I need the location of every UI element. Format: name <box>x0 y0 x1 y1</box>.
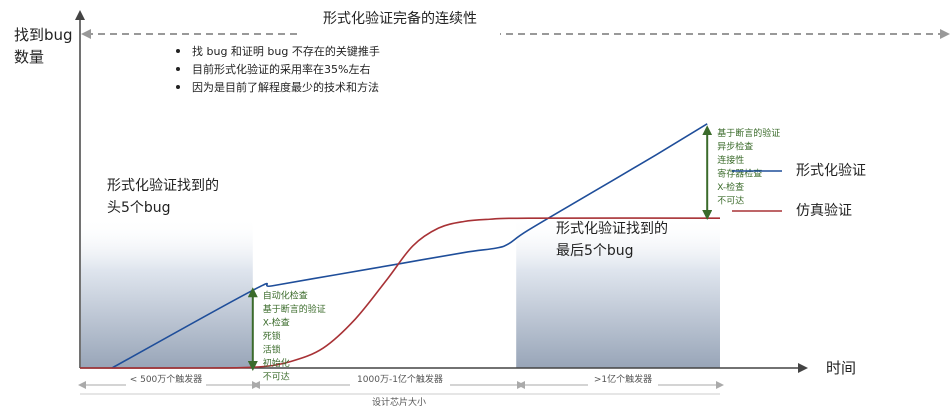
annotation-text: X-检查 <box>263 316 290 328</box>
bullet-list: 找 bug 和证明 bug 不存在的关键推手 目前形式化验证的采用率在35%左右… <box>176 44 380 94</box>
annotation-text: 连接性 <box>717 154 744 166</box>
annotation-layer: 自动化检查基于断言的验证X-检查死锁活锁初始化不可达基于断言的验证异步检查连接性… <box>247 125 780 382</box>
x-segment-label: >1亿个触发器 <box>594 373 652 385</box>
legend-label-formal: 形式化验证 <box>796 163 866 179</box>
highlight-region-0 <box>81 217 253 368</box>
annotation-text: 异步检查 <box>717 141 753 153</box>
legend: 形式化验证 仿真验证 <box>732 163 866 219</box>
annotation-text: 初始化 <box>263 357 290 369</box>
annotation-text: 活锁 <box>263 343 281 355</box>
x-segment-label-backdrop <box>126 374 206 387</box>
annotation-text: 不可达 <box>717 195 744 207</box>
annotation-text: X-检查 <box>717 181 744 193</box>
x-axis-label: 时间 <box>826 359 856 377</box>
annotation-text: 死锁 <box>263 330 281 342</box>
bullet-dot <box>176 85 180 89</box>
chart-title: 形式化验证完备的连续性 <box>323 10 477 27</box>
region-label-left-line2: 头5个bug <box>107 200 171 216</box>
x-segments: < 500万个触发器 1000万-1亿个触发器 >1亿个触发器 设计芯片大小 <box>78 373 724 408</box>
series-line-0 <box>111 123 708 369</box>
y-axis-label-line2: 数量 <box>14 48 44 66</box>
legend-label-simulation: 仿真验证 <box>796 203 852 219</box>
region-label-right-line2: 最后5个bug <box>556 243 634 259</box>
y-axis-label-line1: 找到bug <box>14 26 73 44</box>
bullet-item: 因为是目前了解程度最少的技术和方法 <box>192 80 379 94</box>
highlight-regions <box>81 217 720 368</box>
bullet-dot <box>176 67 180 71</box>
x-caption: 设计芯片大小 <box>372 396 426 408</box>
x-segment-label: 1000万-1亿个触发器 <box>357 373 443 385</box>
region-label-left-line1: 形式化验证找到的 <box>107 178 219 194</box>
annotation-text: 寄存器检查 <box>717 168 762 180</box>
bullet-dot <box>176 49 180 53</box>
x-segment-label: < 500万个触发器 <box>130 373 203 385</box>
annotation-text: 基于断言的验证 <box>263 303 326 315</box>
x-segment-label-backdrop <box>588 374 658 387</box>
bullet-item: 找 bug 和证明 bug 不存在的关键推手 <box>192 44 380 58</box>
highlight-region-1 <box>516 217 720 368</box>
title-backdrop <box>300 20 500 46</box>
region-label-right-line1: 形式化验证找到的 <box>556 221 668 237</box>
bullet-item: 目前形式化验证的采用率在35%左右 <box>192 62 370 76</box>
annotation-text: 不可达 <box>263 370 290 382</box>
x-segment-label-backdrop <box>350 374 450 387</box>
annotation-text: 基于断言的验证 <box>717 127 780 139</box>
annotation-text: 自动化检查 <box>263 289 308 301</box>
